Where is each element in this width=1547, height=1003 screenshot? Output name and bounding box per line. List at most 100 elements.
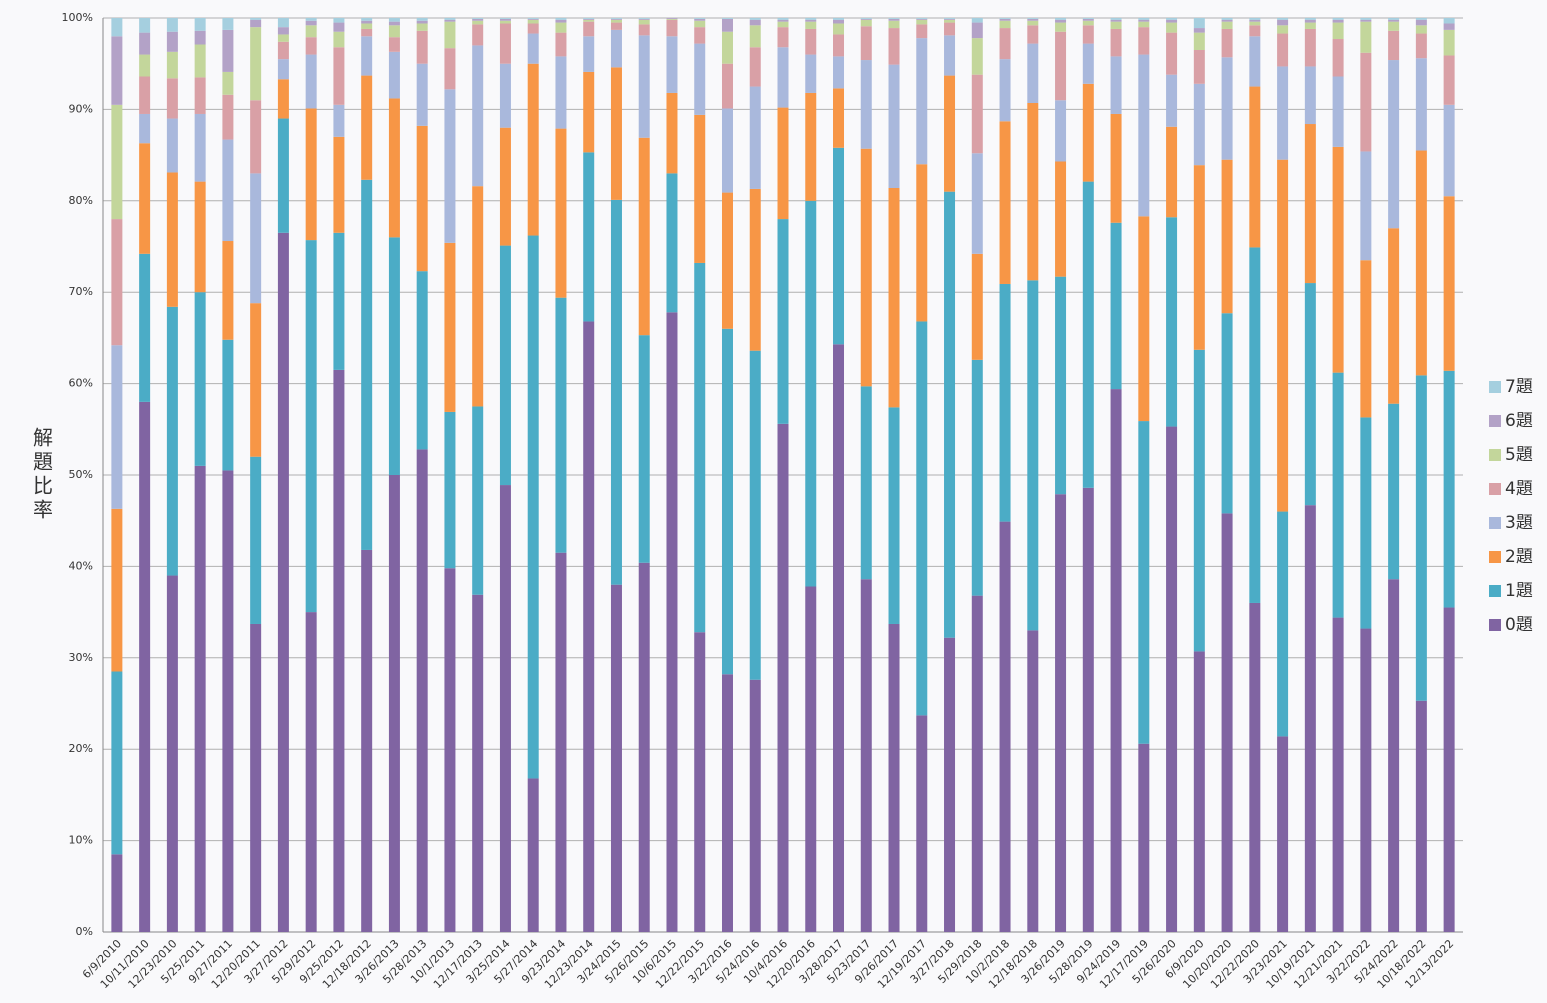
bar-segment bbox=[1360, 628, 1372, 932]
bar-segment bbox=[277, 27, 289, 35]
bar-segment bbox=[777, 423, 789, 932]
bar-segment bbox=[749, 86, 761, 189]
bar-segment bbox=[305, 108, 317, 241]
legend-swatch bbox=[1489, 517, 1501, 529]
bar-segment bbox=[1277, 19, 1289, 26]
bar-segment bbox=[666, 92, 678, 174]
bar-segment bbox=[833, 34, 845, 57]
bar-segment bbox=[860, 18, 872, 20]
bar-segment bbox=[333, 232, 345, 370]
bar-segment bbox=[472, 18, 484, 21]
legend-swatch bbox=[1489, 619, 1501, 631]
bar-segment bbox=[805, 586, 817, 932]
bar-segment bbox=[1082, 43, 1094, 84]
bar-segment bbox=[222, 71, 234, 95]
bar-segment bbox=[944, 191, 956, 638]
bar-segment bbox=[638, 35, 650, 138]
bar-segment bbox=[833, 19, 845, 24]
bar-segment bbox=[1221, 313, 1233, 514]
bar-segment bbox=[610, 19, 622, 23]
bar-segment bbox=[250, 27, 262, 101]
bar-segment bbox=[721, 18, 733, 32]
bar-segment bbox=[472, 45, 484, 187]
bar-segment bbox=[111, 854, 123, 932]
bar-segment bbox=[583, 19, 595, 22]
bar-segment bbox=[555, 32, 567, 57]
bar-segment bbox=[388, 51, 400, 99]
bar-segment bbox=[833, 344, 845, 933]
bar-segment bbox=[472, 24, 484, 46]
bar-segment bbox=[1138, 216, 1150, 422]
bar-segment bbox=[111, 18, 123, 37]
bar-segment bbox=[1443, 370, 1455, 608]
bar-segment bbox=[694, 18, 706, 21]
bar-segment bbox=[888, 20, 900, 29]
bar-segment bbox=[166, 172, 178, 307]
y-tick-label: 0% bbox=[76, 925, 93, 938]
bar-segment bbox=[1443, 104, 1455, 197]
bar-segment bbox=[499, 485, 511, 932]
bar-segment bbox=[1388, 60, 1400, 229]
legend-label: 2題 bbox=[1505, 547, 1533, 567]
bar-segment bbox=[1055, 22, 1067, 32]
bar-segment bbox=[1027, 630, 1039, 932]
bar-segment bbox=[1082, 181, 1094, 488]
bar-segment bbox=[166, 78, 178, 119]
bar-segment bbox=[694, 20, 706, 28]
bar-segment bbox=[1388, 21, 1400, 31]
bar-segment bbox=[916, 19, 928, 25]
bar-segment bbox=[999, 121, 1011, 284]
bar-segment bbox=[222, 339, 234, 471]
bar-segment bbox=[1249, 21, 1261, 26]
bar-segment bbox=[1193, 49, 1205, 84]
bar-segment bbox=[721, 31, 733, 64]
bar-segment bbox=[777, 107, 789, 220]
bar-segment bbox=[1193, 18, 1205, 29]
bar-segment bbox=[1332, 18, 1344, 20]
bar-segment bbox=[361, 549, 373, 932]
bar-segment bbox=[1332, 19, 1344, 23]
bar-segment bbox=[1277, 736, 1289, 932]
bar-segment bbox=[583, 321, 595, 932]
bar-segment bbox=[194, 18, 206, 31]
y-tick-label: 50% bbox=[69, 468, 93, 481]
bar-segment bbox=[1138, 27, 1150, 55]
legend-label: 6題 bbox=[1505, 411, 1533, 431]
bar-segment bbox=[1138, 743, 1150, 932]
bar-segment bbox=[583, 152, 595, 322]
bar-segment bbox=[416, 23, 428, 31]
bar-segment bbox=[388, 21, 400, 26]
bar-segment bbox=[388, 37, 400, 52]
bar-segment bbox=[944, 637, 956, 932]
bar-segment bbox=[1388, 579, 1400, 932]
bar-segment bbox=[1027, 280, 1039, 631]
bar-segment bbox=[472, 20, 484, 25]
bar-segment bbox=[250, 18, 262, 20]
bar-segment bbox=[694, 18, 706, 19]
bar-segment bbox=[222, 241, 234, 340]
bar-segment bbox=[555, 22, 567, 33]
bar-segment bbox=[388, 18, 400, 22]
bar-segment bbox=[1110, 19, 1122, 22]
bar-segment bbox=[610, 18, 622, 19]
bar-segment bbox=[416, 125, 428, 272]
bar-segment bbox=[1055, 18, 1067, 20]
bar-segment bbox=[305, 612, 317, 932]
bar-segment bbox=[555, 128, 567, 298]
bar-segment bbox=[1110, 56, 1122, 114]
bar-segment bbox=[250, 173, 262, 304]
bar-segment bbox=[1415, 25, 1427, 34]
legend-label: 5題 bbox=[1505, 445, 1533, 465]
bar-segment bbox=[361, 20, 373, 24]
bar-segment bbox=[916, 715, 928, 932]
bar-segment bbox=[777, 27, 789, 48]
bar-segment bbox=[416, 63, 428, 126]
bar-segment bbox=[1166, 217, 1178, 427]
bar-segment bbox=[499, 18, 511, 19]
bar-segment bbox=[1082, 18, 1094, 21]
bar-segment bbox=[472, 18, 484, 19]
bar-segment bbox=[1388, 228, 1400, 404]
bar-segment bbox=[1304, 283, 1316, 506]
bar-segment bbox=[1166, 32, 1178, 75]
bar-segment bbox=[1277, 25, 1289, 34]
